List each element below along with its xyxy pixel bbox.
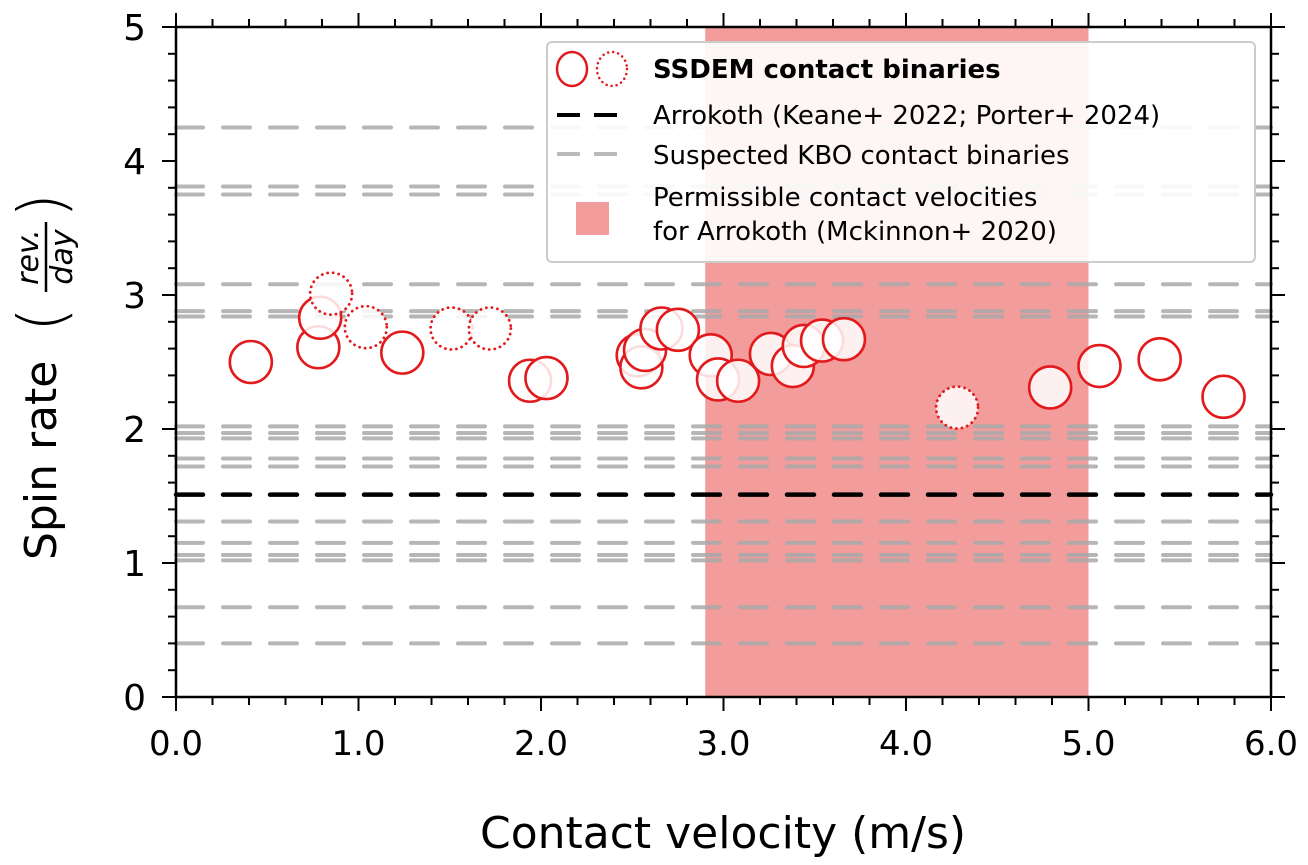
data-point [655,307,701,353]
data-point [228,339,274,385]
x-tick-label: 1.0 [331,724,385,764]
y-axis-unit-denominator: day [45,228,80,284]
legend-label-region-line1: Permissible contact velocities [653,183,1037,213]
data-point [524,355,569,401]
legend-frame [546,41,1256,263]
x-tick-label: 5.0 [1061,724,1115,764]
x-tick-label: 4.0 [879,724,933,764]
data-point-dotted [308,271,354,317]
x-tick-label: 2.0 [514,724,568,764]
y-axis-label-group: Spin rate ( rev. day ) [6,193,80,560]
data-point-dotted [343,304,389,350]
y-tick-label: 2 [123,410,146,451]
data-point-dotted [429,306,474,351]
data-point-dotted [467,306,513,351]
data-point [821,316,867,362]
y-tick-label: 4 [123,142,146,183]
y-axis-label: Spin rate [16,361,67,560]
legend-marker-solid [555,50,589,88]
legend-label-kbo: Suspected KBO contact binaries [653,141,1070,171]
data-point [1137,337,1182,382]
y-tick-label: 0 [123,678,146,719]
legend: SSDEM contact binaries Arrokoth (Keane+ … [546,41,1256,263]
data-point [1077,343,1122,389]
y-tick-label: 3 [123,276,146,317]
legend-label-region-line2: for Arrokoth (Mckinnon+ 2020) [653,217,1057,247]
y-tick-label: 5 [123,8,146,49]
legend-marker-dotted [595,50,629,88]
y-axis-unit-numerator: rev. [11,229,46,285]
legend-label-ssdem: SSDEM contact binaries [653,55,1001,85]
data-point [1027,365,1073,410]
x-axis-label: Contact velocity (m/s) [480,808,966,859]
data-point [379,330,425,375]
data-point [715,358,761,404]
data-point-dotted [934,385,980,430]
y-axis-label-close-paren: ) [6,193,80,218]
y-axis-label-open-paren: ( [6,307,80,332]
legend-label-arrokoth: Arrokoth (Keane+ 2022; Porter+ 2024) [653,101,1160,131]
data-point [1201,374,1246,420]
y-tick-label: 1 [123,544,146,585]
x-tick-label: 0.0 [149,724,203,764]
x-tick-label: 6.0 [1244,724,1298,764]
x-tick-label: 3.0 [696,724,750,764]
legend-swatch-region [576,202,609,235]
